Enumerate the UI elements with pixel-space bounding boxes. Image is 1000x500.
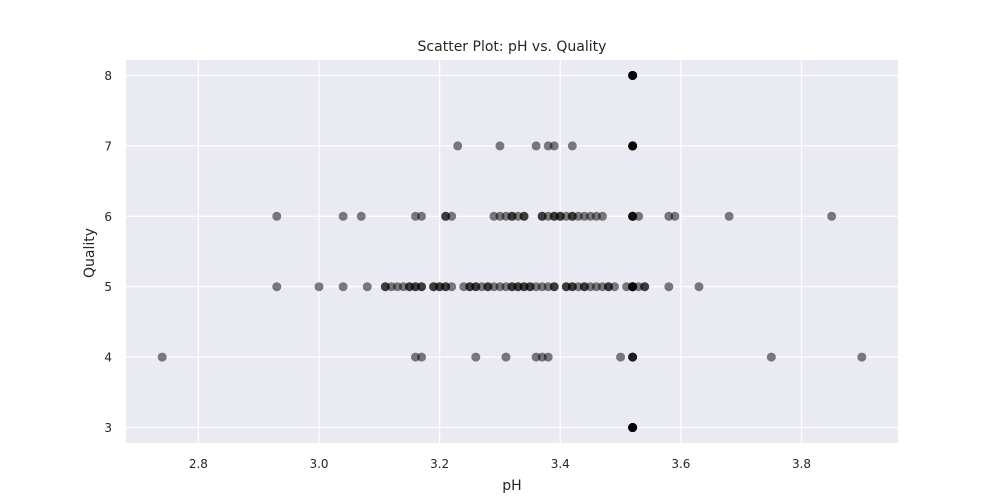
- data-point: [338, 282, 348, 292]
- data-point: [447, 282, 457, 292]
- x-tick-label: 3.8: [792, 457, 811, 471]
- y-tick-label: 7: [104, 139, 112, 153]
- data-point: [549, 282, 559, 292]
- x-tick-label: 3.2: [430, 457, 449, 471]
- data-point: [362, 282, 372, 292]
- data-point: [567, 141, 577, 151]
- data-point: [694, 282, 704, 292]
- y-tick-label: 3: [104, 421, 112, 435]
- x-axis-label: pH: [502, 478, 521, 494]
- y-tick-label: 6: [104, 210, 112, 224]
- data-point: [670, 211, 680, 221]
- data-point: [417, 282, 427, 292]
- y-tick-label: 5: [104, 280, 112, 294]
- data-point: [610, 282, 620, 292]
- data-point: [628, 423, 638, 433]
- data-point: [664, 282, 674, 292]
- data-point: [519, 211, 529, 221]
- data-point: [157, 352, 167, 362]
- data-point: [417, 211, 427, 221]
- data-point: [471, 352, 481, 362]
- y-tick-label: 4: [104, 351, 112, 365]
- data-point: [356, 211, 366, 221]
- plot-area: [126, 60, 898, 443]
- data-point: [543, 352, 553, 362]
- data-point: [531, 141, 541, 151]
- data-point: [597, 211, 607, 221]
- data-point: [495, 141, 505, 151]
- data-point: [501, 352, 511, 362]
- data-point: [272, 282, 282, 292]
- y-tick-labels: 3 4 5 6 7 8: [104, 69, 112, 435]
- x-tick-label: 3.4: [551, 457, 570, 471]
- x-tick-label: 2.8: [189, 457, 208, 471]
- data-point: [417, 352, 427, 362]
- data-point: [628, 70, 638, 80]
- data-point: [634, 211, 644, 221]
- data-point: [314, 282, 324, 292]
- data-point: [766, 352, 776, 362]
- chart-title: Scatter Plot: pH vs. Quality: [418, 39, 607, 55]
- y-tick-label: 8: [104, 69, 112, 83]
- x-tick-label: 3.0: [309, 457, 328, 471]
- x-tick-labels: 2.8 3.0 3.2 3.4 3.6 3.8: [189, 457, 811, 471]
- data-point: [616, 352, 626, 362]
- data-point: [628, 141, 638, 151]
- data-point: [338, 211, 348, 221]
- data-point: [272, 211, 282, 221]
- data-point: [640, 282, 650, 292]
- data-point: [724, 211, 734, 221]
- data-point: [453, 141, 463, 151]
- y-axis-label: Quality: [82, 228, 98, 278]
- data-points: [157, 70, 867, 433]
- data-point: [447, 211, 457, 221]
- data-point: [857, 352, 867, 362]
- data-point: [827, 211, 837, 221]
- data-point: [628, 352, 638, 362]
- x-tick-label: 3.6: [671, 457, 690, 471]
- data-point: [549, 141, 559, 151]
